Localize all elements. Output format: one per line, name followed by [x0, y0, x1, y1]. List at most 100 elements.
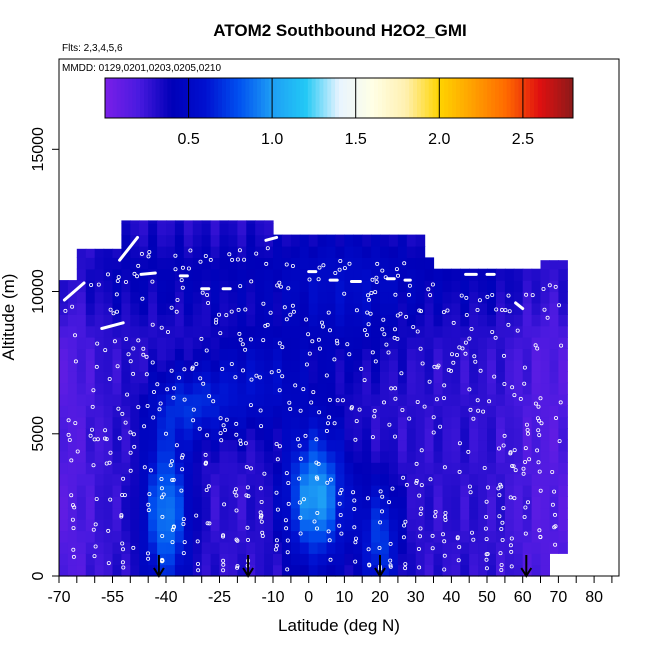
heatmap-cell	[308, 428, 319, 441]
heatmap-cell	[112, 507, 122, 520]
obs-point	[476, 408, 481, 413]
heatmap-cell	[264, 348, 274, 361]
heatmap-cell	[469, 496, 479, 509]
heatmap-cell	[558, 325, 568, 338]
heatmap-cell	[76, 553, 87, 566]
heatmap-cell	[558, 314, 568, 327]
heatmap-cell	[157, 268, 167, 281]
obs-point	[181, 517, 186, 522]
colorbar-segment	[354, 78, 359, 118]
heatmap-cell	[549, 473, 559, 486]
heatmap-cell	[192, 325, 203, 338]
heatmap-cell	[299, 485, 310, 497]
heatmap-cell	[451, 348, 461, 361]
heatmap-cell	[540, 416, 550, 429]
heatmap-cell	[513, 359, 524, 372]
heatmap-cell	[228, 541, 238, 554]
heatmap-cell	[201, 541, 212, 554]
heatmap-cell	[299, 553, 310, 566]
heatmap-cell	[183, 234, 194, 247]
heatmap-cell	[166, 428, 176, 441]
obs-point	[262, 471, 267, 476]
heatmap-cell	[210, 496, 221, 509]
heatmap-cell	[112, 337, 122, 349]
obs-point	[177, 375, 182, 380]
obs-point	[307, 277, 312, 282]
obs-point	[392, 327, 397, 332]
heatmap-cell	[397, 302, 408, 315]
obs-point	[454, 352, 459, 357]
colorbar-segment	[151, 78, 157, 118]
obs-point	[142, 424, 147, 429]
obs-point	[124, 336, 129, 341]
obs-point	[501, 353, 506, 358]
heatmap-cell	[540, 280, 550, 293]
obs-point	[392, 335, 397, 340]
heatmap-cell	[237, 268, 247, 281]
obs-point	[160, 514, 165, 519]
heatmap-cell	[362, 519, 372, 532]
obs-point	[365, 496, 370, 501]
heatmap-cell	[148, 496, 158, 509]
heatmap-cell	[264, 291, 274, 304]
obs-point	[353, 559, 358, 564]
heatmap-cell	[139, 302, 149, 315]
heatmap-cell	[397, 359, 408, 372]
heatmap-cell	[487, 553, 497, 566]
heatmap-cell	[273, 280, 283, 293]
obs-point	[512, 448, 517, 453]
obs-point	[378, 489, 383, 494]
obs-point	[131, 432, 136, 437]
heatmap-cell	[522, 405, 533, 418]
heatmap-cell	[219, 257, 229, 270]
heatmap-cell	[460, 405, 470, 418]
obs-point	[493, 335, 498, 340]
heatmap-cell	[522, 450, 533, 463]
heatmap-cell	[478, 428, 488, 441]
heatmap-cell	[415, 405, 426, 418]
heatmap-cell	[76, 302, 87, 315]
heatmap-cell	[210, 223, 221, 236]
heatmap-cell	[513, 337, 524, 349]
heatmap-cell	[121, 485, 131, 497]
obs-point	[499, 484, 504, 489]
heatmap-cell	[478, 564, 488, 577]
heatmap-cell	[371, 530, 381, 543]
heatmap-cell	[121, 337, 131, 349]
heatmap-cell	[166, 519, 176, 532]
obs-point	[536, 404, 541, 409]
heatmap-cell	[85, 371, 96, 384]
heatmap-cell	[76, 248, 87, 258]
heatmap-cell	[415, 314, 426, 327]
colorbar-segment	[459, 78, 465, 118]
obs-point	[258, 486, 263, 491]
heatmap-cell	[380, 359, 390, 372]
heatmap-cell	[344, 507, 354, 520]
heatmap-cell	[531, 541, 542, 554]
heatmap-cell	[201, 382, 212, 395]
heatmap-cell	[192, 530, 203, 543]
heatmap-cell	[326, 428, 336, 441]
heatmap-cell	[308, 234, 319, 247]
heatmap-cell	[237, 359, 247, 372]
colorbar-segment	[339, 78, 344, 118]
heatmap-cell	[219, 428, 229, 441]
heatmap-cell	[487, 507, 497, 520]
heatmap-cell	[487, 371, 497, 384]
heatmap-cell	[558, 405, 568, 418]
obs-point	[274, 543, 279, 548]
colorbar-segment	[495, 78, 500, 118]
obs-point	[206, 300, 211, 305]
heatmap-cell	[478, 439, 488, 452]
obs-point	[369, 290, 374, 295]
heatmap-cell	[451, 291, 461, 304]
heatmap-cell	[469, 325, 479, 338]
heatmap-cell	[228, 268, 238, 281]
heatmap-cell	[460, 462, 470, 475]
heatmap-cell	[192, 246, 203, 258]
heatmap-cell	[487, 530, 497, 543]
obs-point	[146, 254, 151, 259]
heatmap-cell	[183, 485, 194, 497]
heatmap-cell	[406, 268, 417, 281]
obs-point	[150, 360, 155, 365]
